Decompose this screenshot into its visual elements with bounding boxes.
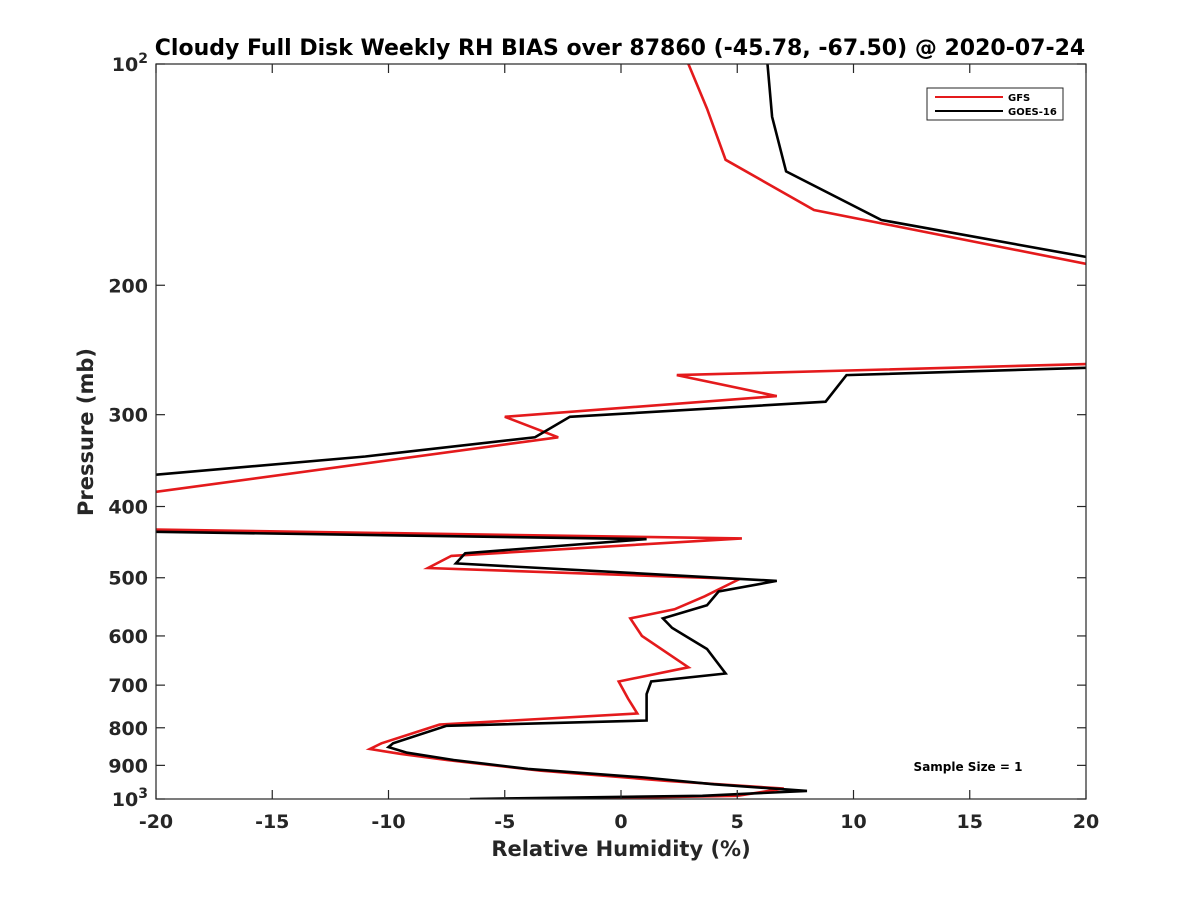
x-tick-label: 10 [840,811,866,833]
series-line-goes16 [156,64,1086,799]
x-tick-label: 5 [731,811,744,833]
y-tick-label: 900 [108,755,148,777]
x-axis: -20 -15 -10 -5 0 5 10 15 20 [139,64,1099,833]
legend: GFS GOES-16 [926,87,1064,121]
x-tick-label: 15 [957,811,983,833]
legend-box [926,87,1064,121]
x-tick-label: 20 [1073,811,1099,833]
y-tick-label: 200 [108,275,148,297]
y-tick-label: 800 [108,718,148,740]
x-tick-label: -5 [494,811,515,833]
y-tick-label: 700 [108,675,148,697]
legend-label-gfs: GFS [1008,93,1030,104]
y-tick-label: 103 [112,786,148,811]
x-tick-label: -15 [255,811,289,833]
y-tick-label: 500 [108,568,148,590]
y-axis-label: Pressure (mb) [74,348,98,516]
plot-frame [155,63,1087,800]
x-tick-label: -20 [139,811,173,833]
y-axis: 102 200 300 400 500 600 700 800 900 103 [108,51,1086,811]
legend-label-goes16: GOES-16 [1008,107,1057,118]
series-line-gfs [156,64,1086,799]
x-axis-label: Relative Humidity (%) [491,837,750,861]
chart-title: Cloudy Full Disk Weekly RH BIAS over 878… [155,36,1085,61]
x-tick-label: 0 [614,811,627,833]
y-tick-label: 102 [112,51,148,76]
plot-area [156,64,1086,799]
y-tick-label: 400 [108,497,148,519]
y-tick-label: 600 [108,626,148,648]
y-tick-label: 300 [108,405,148,427]
sample-size-annotation: Sample Size = 1 [914,760,1023,774]
x-tick-label: -10 [371,811,405,833]
